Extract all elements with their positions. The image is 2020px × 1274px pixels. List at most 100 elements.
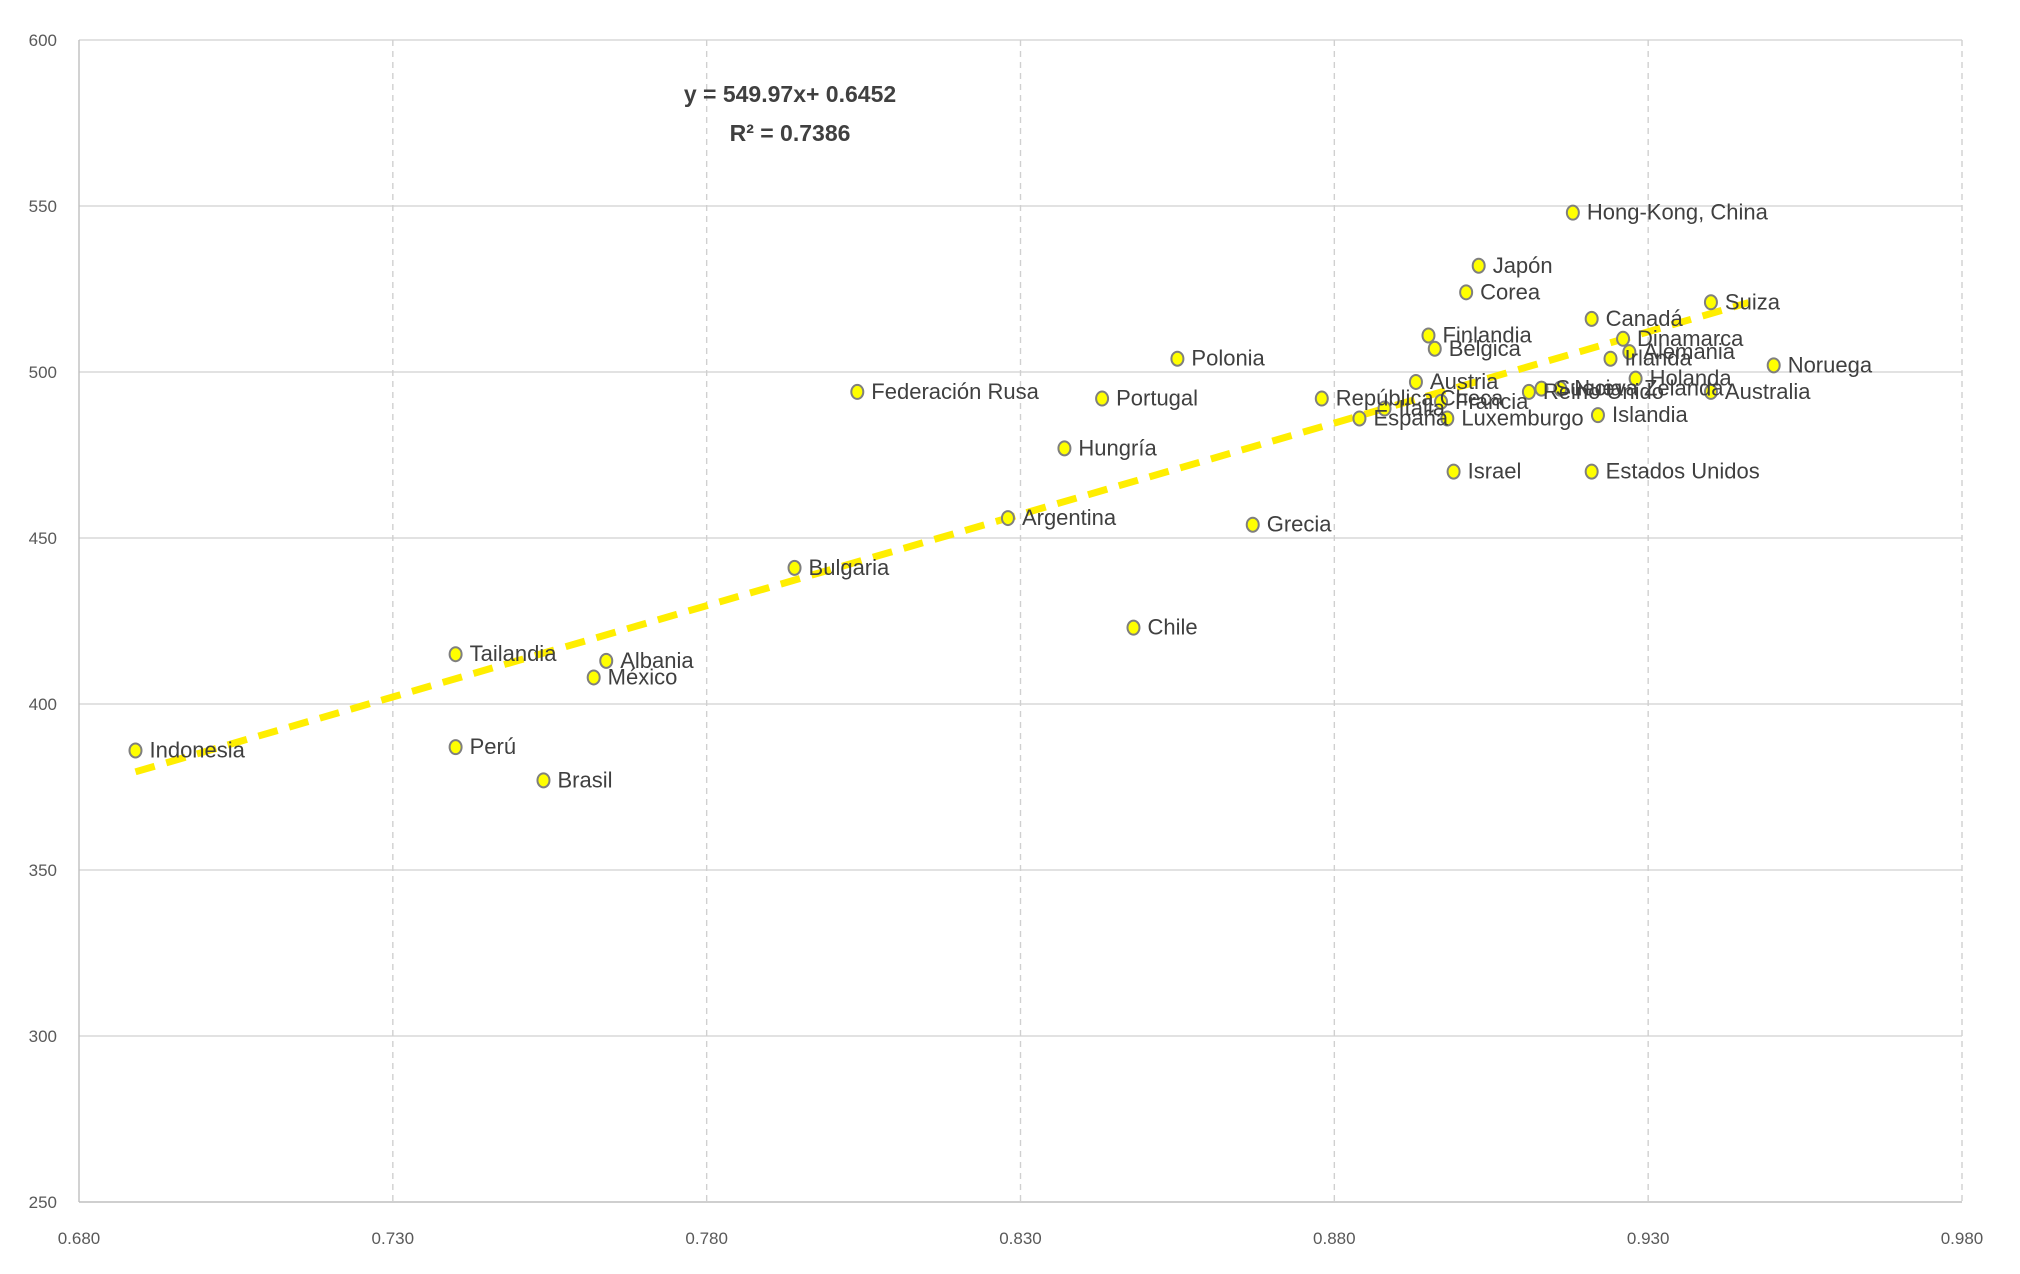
data-point-label: Indonesia bbox=[149, 737, 245, 762]
data-point-label: Grecia bbox=[1267, 512, 1333, 537]
data-point-label: Brasil bbox=[557, 767, 612, 792]
data-point-label: México bbox=[608, 664, 678, 689]
data-point bbox=[536, 772, 551, 789]
data-point bbox=[1584, 463, 1599, 480]
data-point-label: Dinamarca bbox=[1637, 326, 1744, 351]
data-point bbox=[1095, 390, 1110, 407]
y-tick-label: 450 bbox=[29, 529, 57, 548]
y-tick-label: 600 bbox=[29, 31, 57, 50]
trendline-equation: y = 549.97x+ 0.6452 R² = 0.7386 bbox=[684, 81, 896, 146]
data-point-label: Bulgaria bbox=[809, 555, 890, 580]
data-point-label: República Checa bbox=[1336, 386, 1504, 411]
data-point-label: Polonia bbox=[1191, 346, 1265, 371]
trendline-r-squared-text: R² = 0.7386 bbox=[730, 120, 851, 146]
x-tick-label: 0.830 bbox=[999, 1229, 1042, 1248]
x-tick-label: 0.780 bbox=[685, 1229, 728, 1248]
data-point-label: Portugal bbox=[1116, 386, 1198, 411]
data-point-label: Argentina bbox=[1022, 505, 1117, 530]
data-point-label: Bélgica bbox=[1449, 336, 1522, 361]
data-point-label: Holanda bbox=[1650, 366, 1733, 391]
data-point-label: Israel bbox=[1468, 459, 1522, 484]
point-labels-layer: Indonesia Tailandia Perú Brasil AlbaniaMéxic… bbox=[149, 200, 1872, 793]
data-point bbox=[1584, 310, 1599, 327]
data-point bbox=[1766, 357, 1781, 374]
data-point bbox=[1057, 440, 1072, 457]
data-point bbox=[448, 646, 463, 663]
data-point bbox=[1459, 284, 1474, 301]
trendline-layer bbox=[134, 299, 1750, 776]
data-point bbox=[1553, 380, 1568, 397]
data-point bbox=[599, 652, 614, 669]
data-point-label: Reino Unido bbox=[1543, 379, 1664, 404]
data-point-label: Tailandia bbox=[470, 641, 558, 666]
data-point bbox=[448, 739, 463, 756]
x-tick-label: 0.680 bbox=[58, 1229, 101, 1248]
data-point-label: Chile bbox=[1147, 615, 1197, 640]
data-point bbox=[1590, 407, 1605, 424]
data-point-label: Luxemburgo bbox=[1461, 405, 1583, 430]
data-point bbox=[1440, 410, 1455, 427]
data-point-label: Noruega bbox=[1788, 352, 1873, 377]
data-point bbox=[1434, 393, 1449, 410]
data-point bbox=[1408, 373, 1423, 390]
data-point bbox=[787, 559, 802, 576]
points-layer bbox=[128, 204, 1781, 789]
data-point bbox=[1622, 344, 1637, 361]
data-point bbox=[1471, 257, 1486, 274]
data-point bbox=[850, 383, 865, 400]
data-point-label: Alemania bbox=[1643, 339, 1735, 364]
data-point-label: Francia bbox=[1455, 389, 1529, 414]
data-point bbox=[1565, 204, 1580, 221]
x-tick-label: 0.730 bbox=[372, 1229, 415, 1248]
data-point-label: Australia bbox=[1725, 379, 1811, 404]
y-tick-label: 300 bbox=[29, 1027, 57, 1046]
data-point bbox=[1703, 383, 1718, 400]
data-point-label: Albania bbox=[620, 648, 694, 673]
grid-layer bbox=[79, 39, 1963, 1202]
data-point bbox=[1628, 370, 1643, 387]
data-point-label: Estados Unidos bbox=[1606, 459, 1760, 484]
y-tick-label: 250 bbox=[29, 1193, 57, 1212]
data-point-label: Italia bbox=[1399, 396, 1446, 421]
data-point bbox=[1616, 330, 1631, 347]
x-tick-label: 0.880 bbox=[1313, 1229, 1356, 1248]
y-tick-label: 350 bbox=[29, 861, 57, 880]
data-point bbox=[1126, 619, 1141, 636]
data-point bbox=[1314, 390, 1329, 407]
data-point-label: Irlanda bbox=[1625, 346, 1693, 371]
data-point bbox=[1703, 294, 1718, 311]
data-point bbox=[1352, 410, 1367, 427]
trendline bbox=[134, 299, 1750, 776]
data-point-label: Nueva Zelanda bbox=[1574, 376, 1724, 401]
data-point-label: Federación Rusa bbox=[871, 379, 1039, 404]
y-tick-label: 400 bbox=[29, 695, 57, 714]
data-point bbox=[586, 669, 601, 686]
data-point bbox=[1534, 380, 1549, 397]
data-point bbox=[1170, 350, 1185, 367]
x-tick-label: 0.930 bbox=[1627, 1229, 1670, 1248]
data-point bbox=[1603, 350, 1618, 367]
axis-layer: 250 300 350 400 450 500 550 600 0.680 0.730 0.780 0… bbox=[29, 31, 1984, 1248]
data-point-label: Suiza bbox=[1725, 289, 1781, 314]
data-point bbox=[1245, 516, 1260, 533]
data-point bbox=[1427, 340, 1442, 357]
data-point bbox=[1377, 400, 1392, 417]
data-point-label: Islandia bbox=[1612, 402, 1689, 427]
data-point-label: Finlandia bbox=[1442, 322, 1532, 347]
data-point-label: Japón bbox=[1493, 253, 1553, 278]
trendline-equation-text: y = 549.97x+ 0.6452 bbox=[684, 81, 896, 107]
data-point-label: Austria bbox=[1430, 369, 1499, 394]
data-point-label: Perú bbox=[470, 734, 516, 759]
data-point-label: España bbox=[1373, 405, 1448, 430]
data-point-label: Corea bbox=[1480, 279, 1541, 304]
data-point-label: Hong-Kong, China bbox=[1587, 200, 1769, 225]
y-tick-label: 550 bbox=[29, 197, 57, 216]
y-tick-label: 500 bbox=[29, 363, 57, 382]
data-point bbox=[128, 742, 143, 759]
data-point-label: Hungría bbox=[1078, 435, 1157, 460]
x-tick-label: 0.980 bbox=[1941, 1229, 1984, 1248]
data-point bbox=[1521, 383, 1536, 400]
data-point bbox=[1446, 463, 1461, 480]
